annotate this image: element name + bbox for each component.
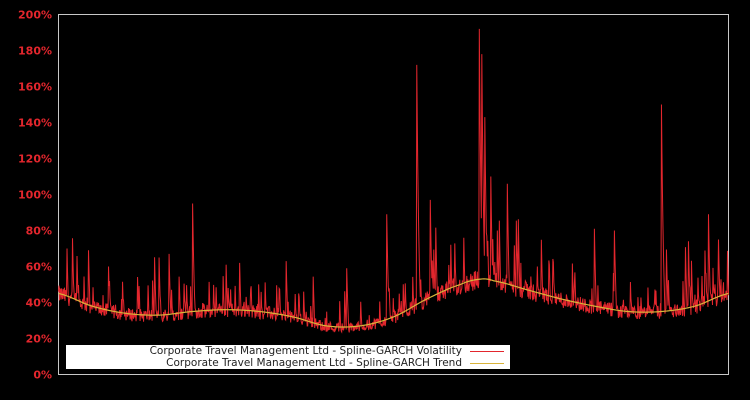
y-tick-label: 200% [18,9,52,22]
y-tick-label: 0% [33,369,52,382]
legend: Corporate Travel Management Ltd - Spline… [66,345,510,369]
legend-swatch-volatility [470,351,504,352]
legend-item-volatility-label: Corporate Travel Management Ltd - Spline… [149,345,462,357]
y-tick-label: 180% [18,45,52,58]
y-tick-label: 100% [18,189,52,202]
plot-area-frame [58,14,729,375]
y-tick-label: 160% [18,81,52,94]
y-tick-label: 120% [18,153,52,166]
y-tick-label: 140% [18,117,52,130]
legend-item-trend-label: Corporate Travel Management Ltd - Spline… [166,357,462,369]
y-tick-label: 60% [26,261,52,274]
trend-series-line [58,278,729,328]
y-axis-ticks: 0% 20% 40% 60% 80% 100% 120% 140% 160% 180% 200% [18,9,52,382]
legend-swatch-trend [470,363,504,364]
y-tick-label: 20% [26,333,52,346]
volatility-series-line [58,28,729,334]
y-tick-label: 80% [26,225,52,238]
y-tick-label: 40% [26,297,52,310]
